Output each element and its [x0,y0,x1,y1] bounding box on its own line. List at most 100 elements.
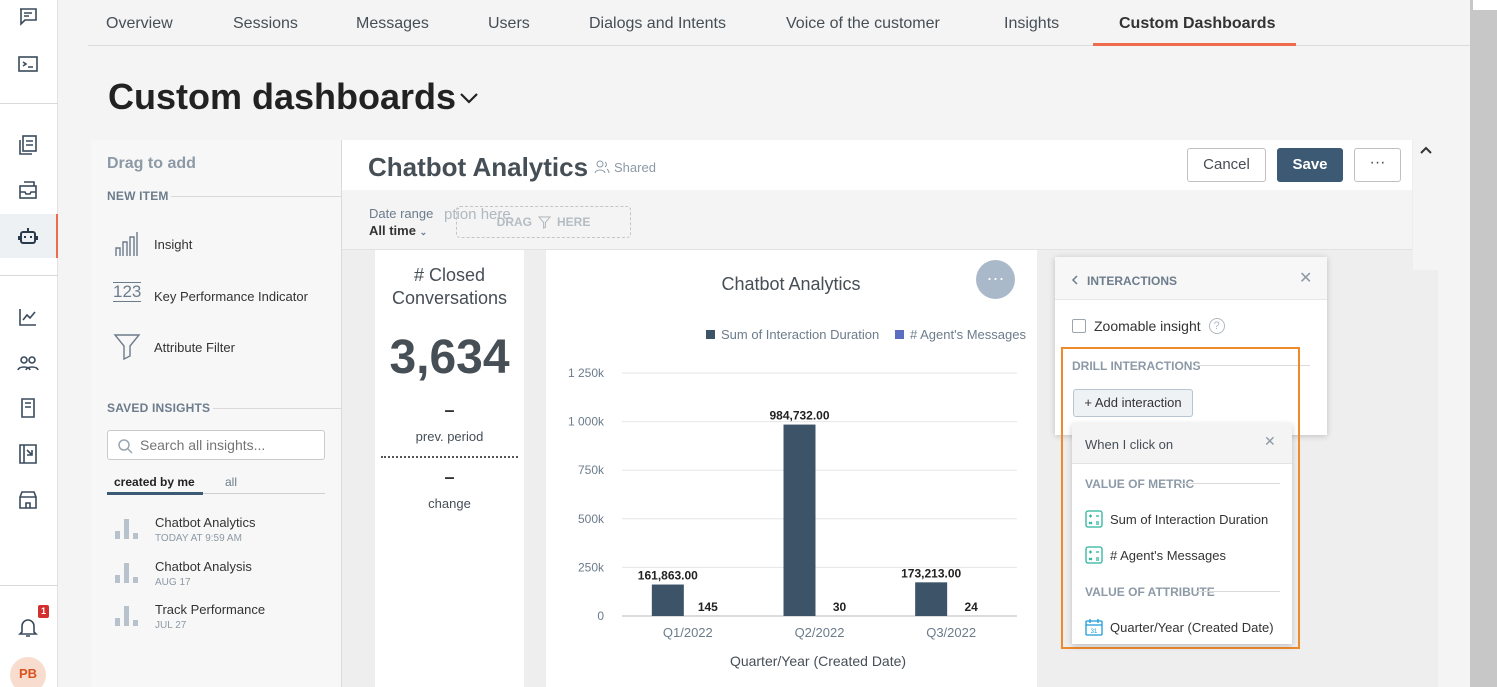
insight-icon [115,232,138,256]
store-icon[interactable] [14,486,42,514]
date-range-select[interactable]: All time ⌄ [369,223,427,238]
tab-custom-dashboards[interactable]: Custom Dashboards [1119,15,1276,32]
kpi-title: # Closed Conversations [391,265,508,308]
chevron-left-icon[interactable] [1071,275,1079,285]
chart-options-button[interactable]: ··· [976,260,1015,299]
data-label: 145 [698,600,718,614]
dashboard-title[interactable]: Chatbot Analytics [368,152,589,182]
zoomable-checkbox[interactable] [1072,319,1086,333]
drop-zone-label: HERE [557,215,591,229]
filter-icon [113,334,141,360]
search-insights[interactable] [107,430,325,460]
value-of-attribute-heading: VALUE OF ATTRIBUTE [1085,585,1215,599]
saved-insight-date: JUL 27 [155,620,187,631]
saved-insight-date: TODAY AT 9:59 AM [155,533,242,544]
zoomable-insight-option[interactable]: Zoomable insight ? [1072,318,1225,334]
data-label: 173,213.00 [901,566,961,580]
chat-icon[interactable] [14,2,42,30]
metric-label: # Agent's Messages [1110,547,1226,563]
users-icon [594,160,610,174]
saved-insight-title[interactable]: Track Performance [155,602,266,617]
interactions-header: INTERACTIONS ✕ [1055,257,1327,300]
tab-sessions[interactable]: Sessions [233,15,298,32]
dropdown-item-attribute[interactable]: 31 Quarter/Year (Created Date) [1085,618,1274,636]
users-icon[interactable] [14,349,42,377]
x-tick-label: Q3/2022 [926,625,976,640]
close-icon[interactable]: ✕ [1264,433,1276,449]
tab-insights[interactable]: Insights [1004,15,1060,32]
y-tick-label: 1 000k [568,415,605,429]
scrollbar[interactable] [1470,0,1497,687]
new-item-heading: NEW ITEM [107,189,169,203]
new-item-kpi[interactable]: Key Performance Indicator [154,289,308,304]
chevron-down-icon[interactable] [458,90,480,106]
value-of-metric-heading: VALUE OF METRIC [1085,477,1195,491]
rail-active-indicator [0,214,58,258]
book-icon[interactable] [14,394,42,422]
documents-icon[interactable] [14,131,42,159]
help-icon[interactable]: ? [1208,318,1225,334]
legend-swatch [895,330,904,339]
cancel-button[interactable]: Cancel [1187,148,1266,182]
tab-voice-of-customer[interactable]: Voice of the customer [786,15,940,32]
kpi-widget[interactable]: # Closed Conversations 3,634 – prev. per… [375,250,524,687]
drag-to-add-panel: Drag to add NEW ITEM Insight 123 Key Per… [91,140,342,687]
new-item-attribute-filter[interactable]: Attribute Filter [154,340,235,355]
inbox-icon[interactable] [14,176,42,204]
zoomable-label: Zoomable insight [1094,318,1201,334]
top-tabs: Overview Sessions Messages Users Dialogs… [88,0,1470,46]
tab-overview[interactable]: Overview [106,15,173,32]
avatar[interactable]: PB [10,657,46,687]
new-item-insight[interactable]: Insight [154,237,193,252]
more-options-button[interactable]: ··· [1354,148,1401,182]
tab-messages[interactable]: Messages [356,15,429,32]
highlight-outline [1061,347,1300,649]
saved-insights-heading: SAVED INSIGHTS [107,401,211,415]
chevron-up-icon [1420,146,1432,154]
dropdown-header: When I click on ✕ [1072,423,1292,464]
analytics-icon[interactable] [14,303,42,331]
dropdown-title: When I click on [1085,437,1174,452]
dropdown-item-metric[interactable]: # Agent's Messages [1085,546,1226,564]
search-icon [118,439,133,454]
page-title: Custom dashboards [108,76,457,117]
bot-icon[interactable] [14,222,42,250]
bell-icon[interactable] [14,613,42,641]
kpi-value: 3,634 [389,331,510,384]
svg-text:31: 31 [1091,629,1098,635]
filter-all[interactable]: all [225,475,238,489]
bar-chart: Chatbot Analytics Sum of Interaction Dur… [568,274,1026,669]
collapse-button[interactable] [1413,140,1438,270]
bar [783,424,816,616]
tab-users[interactable]: Users [488,15,530,32]
active-tab-underline [1093,43,1296,46]
bar-chart-icon [115,519,138,539]
legend-swatch [706,330,715,339]
search-input[interactable] [140,437,320,453]
close-icon[interactable]: ✕ [1299,270,1313,287]
shared-label: Shared [614,160,656,175]
kpi-change-label: change [428,496,471,511]
calculator-icon [1085,510,1103,528]
tab-dialogs-intents[interactable]: Dialogs and Intents [589,15,726,32]
x-axis-label: Quarter/Year (Created Date) [730,653,906,669]
terminal-icon[interactable] [14,50,42,78]
add-interaction-button[interactable]: + Add interaction [1073,389,1193,417]
calendar-icon: 31 [1085,619,1103,636]
description-placeholder[interactable]: ption here [444,206,511,223]
saved-insight-title[interactable]: Chatbot Analytics [155,515,256,530]
legend-label: Sum of Interaction Duration [721,327,879,342]
bar-chart-icon [115,606,138,626]
flag-icon[interactable] [14,440,42,468]
x-tick-label: Q1/2022 [663,625,713,640]
dropdown-item-metric[interactable]: Sum of Interaction Duration [1085,510,1268,528]
saved-insight-title[interactable]: Chatbot Analysis [155,559,252,574]
x-tick-label: Q2/2022 [795,625,845,640]
data-label: 984,732.00 [769,409,829,423]
calculator-icon [1085,546,1103,564]
filter-bar [342,190,1412,250]
filter-created-by-me[interactable]: created by me [114,475,195,489]
filter-drop-zone[interactable]: DRAG HERE [456,206,631,238]
save-button[interactable]: Save [1277,148,1343,182]
y-tick-label: 0 [597,609,604,623]
